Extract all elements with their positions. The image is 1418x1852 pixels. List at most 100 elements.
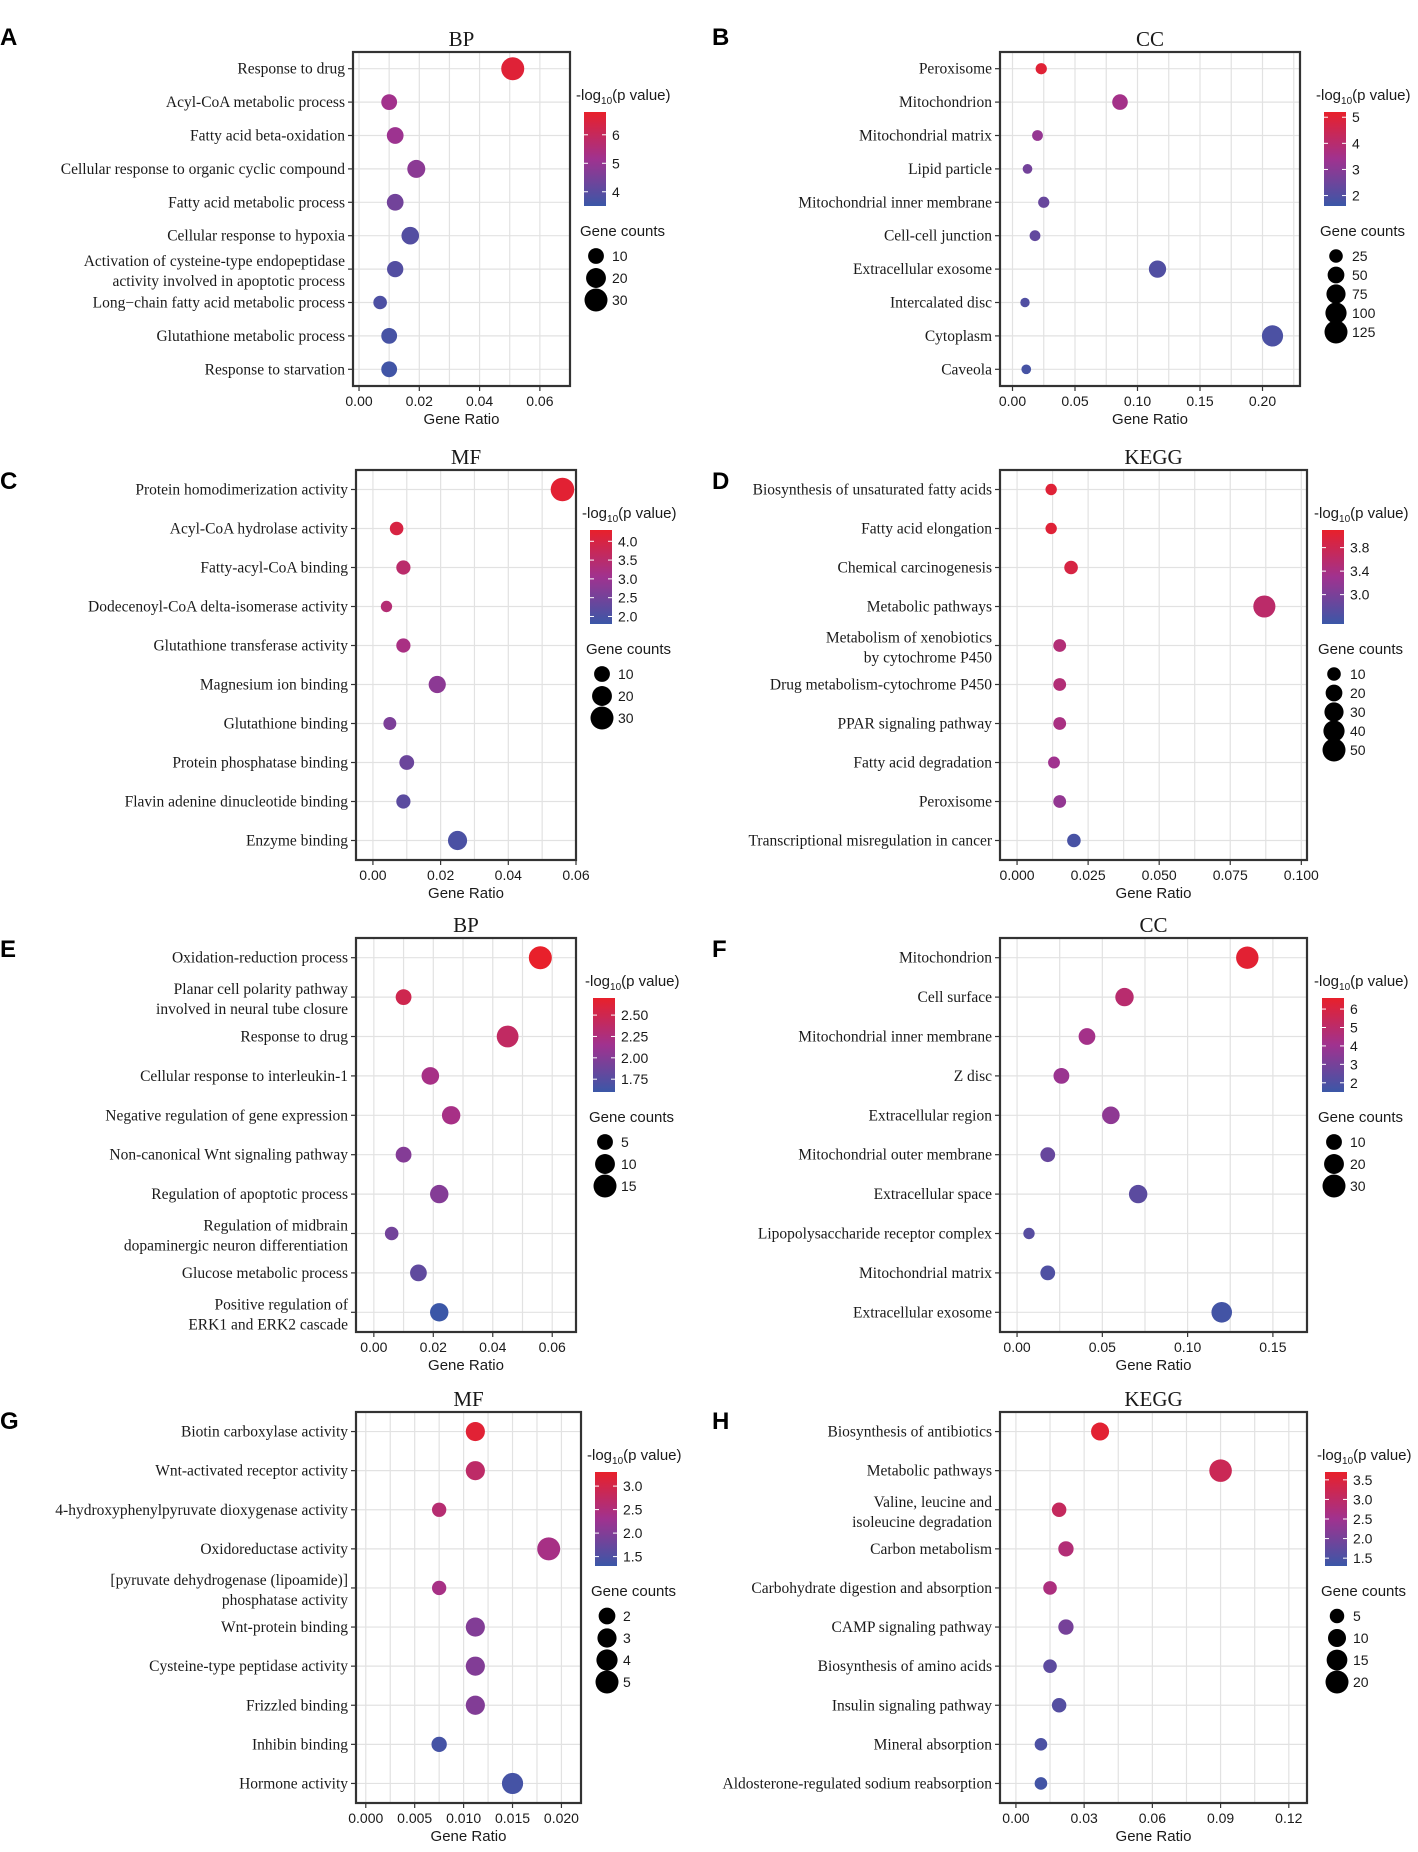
plot-frame [998,50,1302,388]
data-point [1115,987,1134,1007]
size-legend-label: 4 [623,1652,631,1668]
panel-letter: E [0,936,16,963]
size-legend-title: Gene counts [591,1583,676,1600]
x-tick-label: 0.06 [539,1339,566,1355]
data-point [537,1537,561,1561]
term-label: Extracellular space [874,1186,992,1203]
size-legend-title: Gene counts [1318,1109,1403,1126]
color-bar-label: 2.50 [621,1007,648,1023]
size-legend-label: 25 [1352,248,1368,264]
term-label: Biotin carboxylase activity [181,1424,348,1441]
data-point [386,193,404,211]
size-legend-dot [590,706,614,730]
term-label: Positive regulation of ERK1 and ERK2 casc… [188,1296,349,1333]
color-bar-label: 3 [1350,1056,1358,1072]
x-tick-label: 0.025 [1071,867,1106,883]
color-bar-label: 2.00 [621,1050,648,1066]
color-bar-label: 3 [1352,161,1360,177]
color-bar-label: 4.0 [618,533,638,549]
term-label: Lipopolysaccharide receptor complex [758,1226,992,1243]
size-legend-label: 10 [1350,1134,1366,1150]
data-point [431,1580,447,1596]
color-bar [584,112,606,206]
plot-frame [354,1410,583,1805]
data-point [384,1226,399,1241]
term-label: Long−chain fatty acid metabolic process [93,295,345,312]
term-label: PPAR signaling pathway [838,716,993,733]
term-label: Fatty acid metabolic process [168,194,345,211]
panel-letter: H [712,1408,729,1435]
data-point [1040,1265,1056,1281]
x-tick-label: 0.00 [1003,1339,1030,1355]
data-point [1209,1459,1232,1482]
data-point [1051,1698,1067,1713]
x-tick-label: 0.00 [360,1339,387,1355]
x-tick-label: 0.02 [406,393,433,409]
size-legend-dot [1325,684,1343,702]
term-label: Biosynthesis of antibiotics [828,1424,992,1441]
x-tick-label: 0.010 [446,1810,481,1826]
size-legend-label: 75 [1352,286,1368,302]
data-point [387,260,404,278]
x-tick-label: 0.15 [1186,393,1213,409]
color-bar-label: 4 [612,184,620,200]
term-label: Dodecenoyl-CoA delta-isomerase activity [88,599,348,616]
chart-title: BP [453,913,479,937]
data-point [1078,1028,1096,1045]
data-point [381,94,398,111]
x-tick-label: 0.050 [1142,867,1177,883]
size-legend-label: 20 [1353,1674,1369,1690]
term-label: Response to drug [240,1029,348,1046]
size-legend-label: 5 [621,1134,629,1150]
color-bar [1322,530,1344,624]
size-legend-dot [1322,738,1346,762]
x-axis-label: Gene Ratio [428,1357,504,1374]
data-point [1053,639,1067,652]
color-bar-label: 6 [612,127,620,143]
term-label: Caveola [941,361,992,378]
plot-frame [354,936,578,1334]
data-point [1023,1227,1035,1240]
term-label: Mitochondrion [899,950,992,967]
term-label: Drug metabolism-cytochrome P450 [770,677,992,694]
size-legend-dot [1322,1174,1346,1198]
size-legend-label: 40 [1350,723,1366,739]
size-legend-label: 100 [1352,305,1376,321]
term-label: Metabolic pathways [867,1463,992,1480]
color-legend-title: -log10(p value) [1314,973,1409,993]
data-point [1053,717,1067,730]
color-bar-label: 3.8 [1350,540,1370,556]
data-point [1043,1659,1057,1673]
term-label: Hormone activity [239,1775,348,1792]
term-label: Metabolic pathways [867,599,992,616]
color-bar [1322,998,1344,1092]
data-point [373,295,387,310]
color-bar-label: 3.0 [623,1478,643,1494]
data-point [395,1146,412,1163]
x-axis-label: Gene Ratio [1116,1357,1192,1374]
x-tick-label: 0.02 [427,867,454,883]
term-label: Peroxisome [919,61,992,78]
term-label: Flavin adenine dinucleotide binding [125,794,349,811]
size-legend-label: 50 [1350,742,1366,758]
size-legend-dot [1326,1134,1342,1150]
term-label: Mitochondrial outer membrane [798,1147,992,1164]
term-label: Mitochondrion [899,94,992,111]
size-legend-dot [598,1607,616,1625]
panel-letter: C [0,468,17,495]
color-bar-label: 3.0 [618,571,638,587]
x-tick-label: 0.04 [495,867,522,883]
x-tick-label: 0.00 [359,867,386,883]
term-label: Oxidoreductase activity [200,1541,348,1558]
term-label: Cysteine-type peptidase activity [149,1658,348,1675]
size-legend-dot [1329,1608,1345,1624]
x-tick-label: 0.09 [1207,1810,1234,1826]
data-point [383,717,397,730]
term-label: Mineral absorption [874,1736,993,1753]
size-legend-dot [1324,702,1344,722]
size-legend-label: 10 [1350,666,1366,682]
color-bar-label: 3.0 [1350,587,1370,603]
data-point [1253,595,1276,618]
data-point [396,794,411,809]
size-legend-label: 30 [1350,1178,1366,1194]
